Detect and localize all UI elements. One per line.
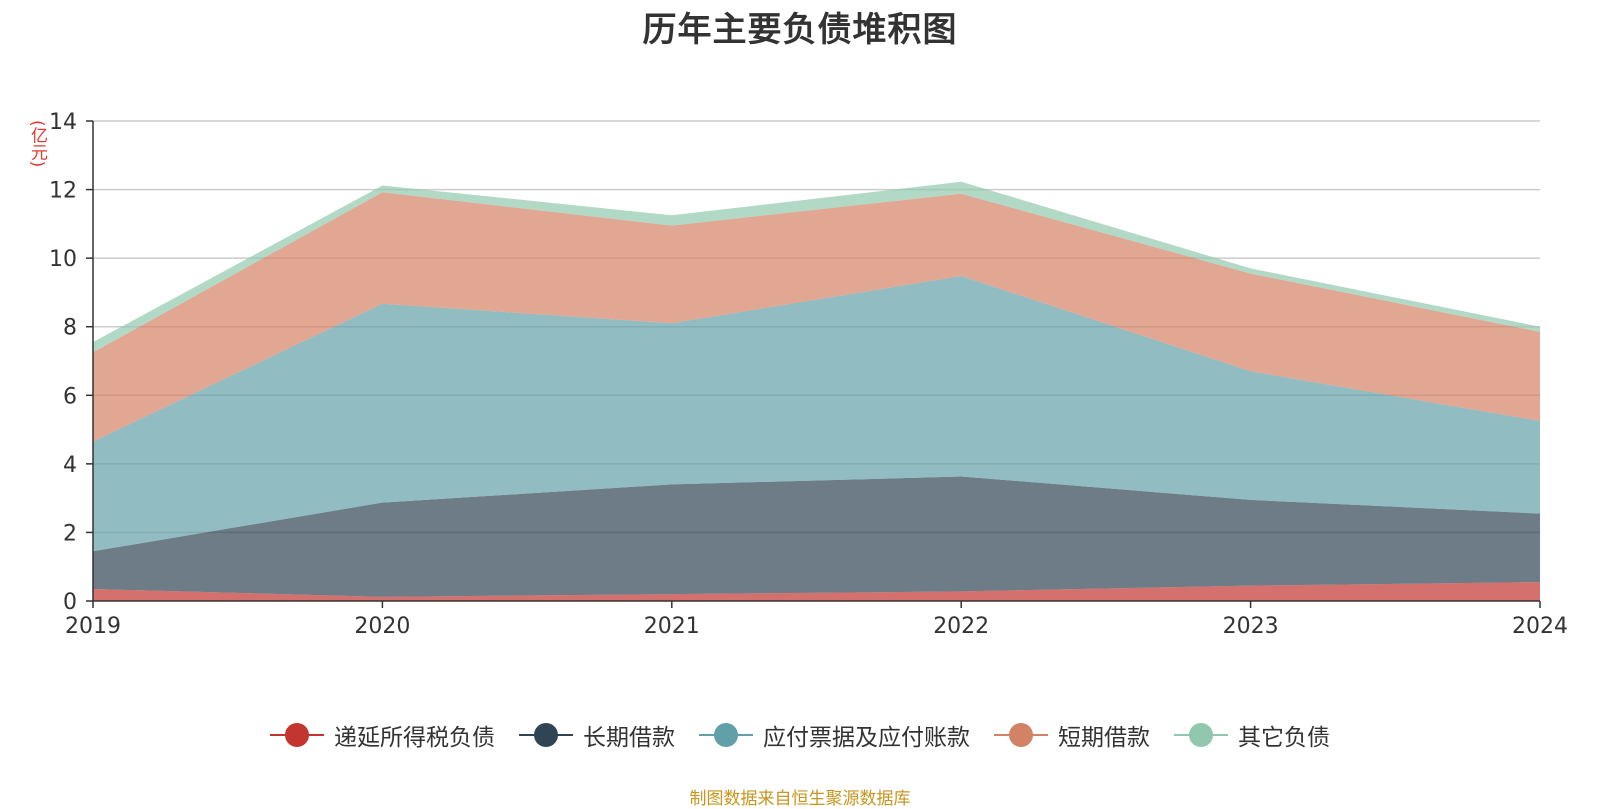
- y-tick-label: 0: [63, 590, 77, 615]
- y-tick-label: 12: [49, 179, 77, 204]
- stacked-areas: [93, 181, 1540, 601]
- x-tick-label: 2020: [354, 614, 410, 639]
- y-tick-label: 10: [49, 247, 77, 272]
- legend-marker-icon: [1174, 722, 1228, 748]
- legend: 递延所得税负债 长期借款 应付票据及应付账款 短期借款 其它负债: [0, 718, 1600, 752]
- legend-marker-icon: [699, 722, 753, 748]
- legend-marker-icon: [519, 722, 573, 748]
- y-tick-label: 14: [49, 110, 77, 135]
- x-tick-label: 2023: [1223, 614, 1279, 639]
- y-tick-label: 2: [63, 521, 77, 546]
- legend-label: 递延所得税负债: [334, 725, 495, 751]
- legend-item[interactable]: 长期借款: [519, 718, 675, 752]
- legend-label: 短期借款: [1058, 725, 1150, 751]
- legend-label: 应付票据及应付账款: [763, 725, 970, 751]
- x-tick-label: 2024: [1512, 614, 1568, 639]
- series-area: [93, 582, 1540, 601]
- legend-item[interactable]: 短期借款: [994, 718, 1150, 752]
- x-tick-label: 2019: [65, 614, 121, 639]
- x-tick-label: 2022: [933, 614, 989, 639]
- chart-title: 历年主要负债堆积图: [642, 10, 958, 50]
- series-area: [93, 276, 1540, 552]
- series-area: [93, 192, 1540, 442]
- legend-label: 长期借款: [583, 725, 675, 751]
- y-tick-label: 6: [63, 384, 77, 409]
- legend-marker-icon: [994, 722, 1048, 748]
- legend-marker-icon: [270, 722, 324, 748]
- y-tick-label: 4: [63, 453, 77, 478]
- legend-item[interactable]: 递延所得税负债: [270, 718, 495, 752]
- y-tick-label: 8: [63, 316, 77, 341]
- legend-label: 其它负债: [1238, 725, 1330, 751]
- y-axis-unit-label: (亿元): [27, 120, 47, 168]
- axes: 0 2 4 6 8 10 12 14 2019 2020 2021 2022 2023 2024: [49, 110, 1568, 639]
- legend-item[interactable]: 其它负债: [1174, 718, 1330, 752]
- legend-item[interactable]: 应付票据及应付账款: [699, 718, 970, 752]
- series-area: [93, 476, 1540, 597]
- source-note: 制图数据来自恒生聚源数据库: [689, 789, 911, 809]
- x-tick-label: 2021: [644, 614, 700, 639]
